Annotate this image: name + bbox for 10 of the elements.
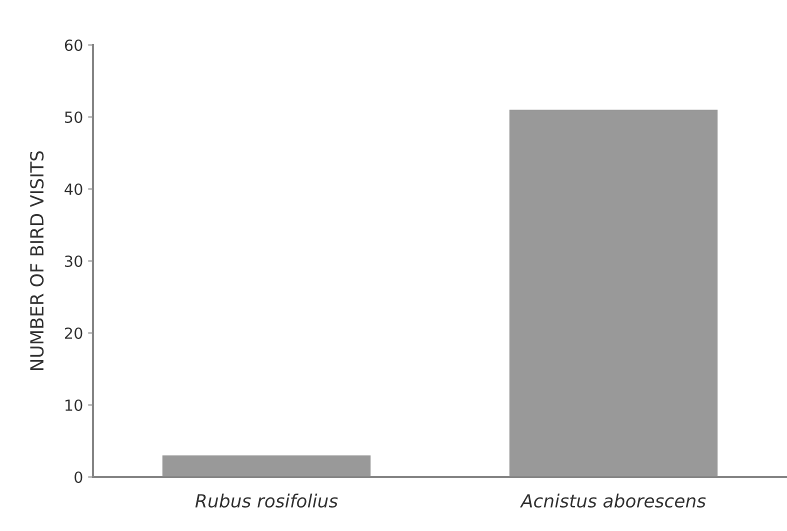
y-axis-title: NUMBER OF BIRD VISITS [30,151,44,370]
x-tick-label: Rubus rosifolius [195,494,338,508]
y-tick-label: 50 [65,111,82,124]
y-tick-label: 20 [64,327,82,340]
x-tick-label: Acnistus aborescens [520,494,706,508]
y-tick-label: 10 [66,399,82,412]
y-tick-label: 40 [64,183,82,196]
y-tick-label: 30 [65,255,82,268]
y-tick-label: 0 [74,471,82,484]
y-tick-label: 60 [64,39,82,52]
